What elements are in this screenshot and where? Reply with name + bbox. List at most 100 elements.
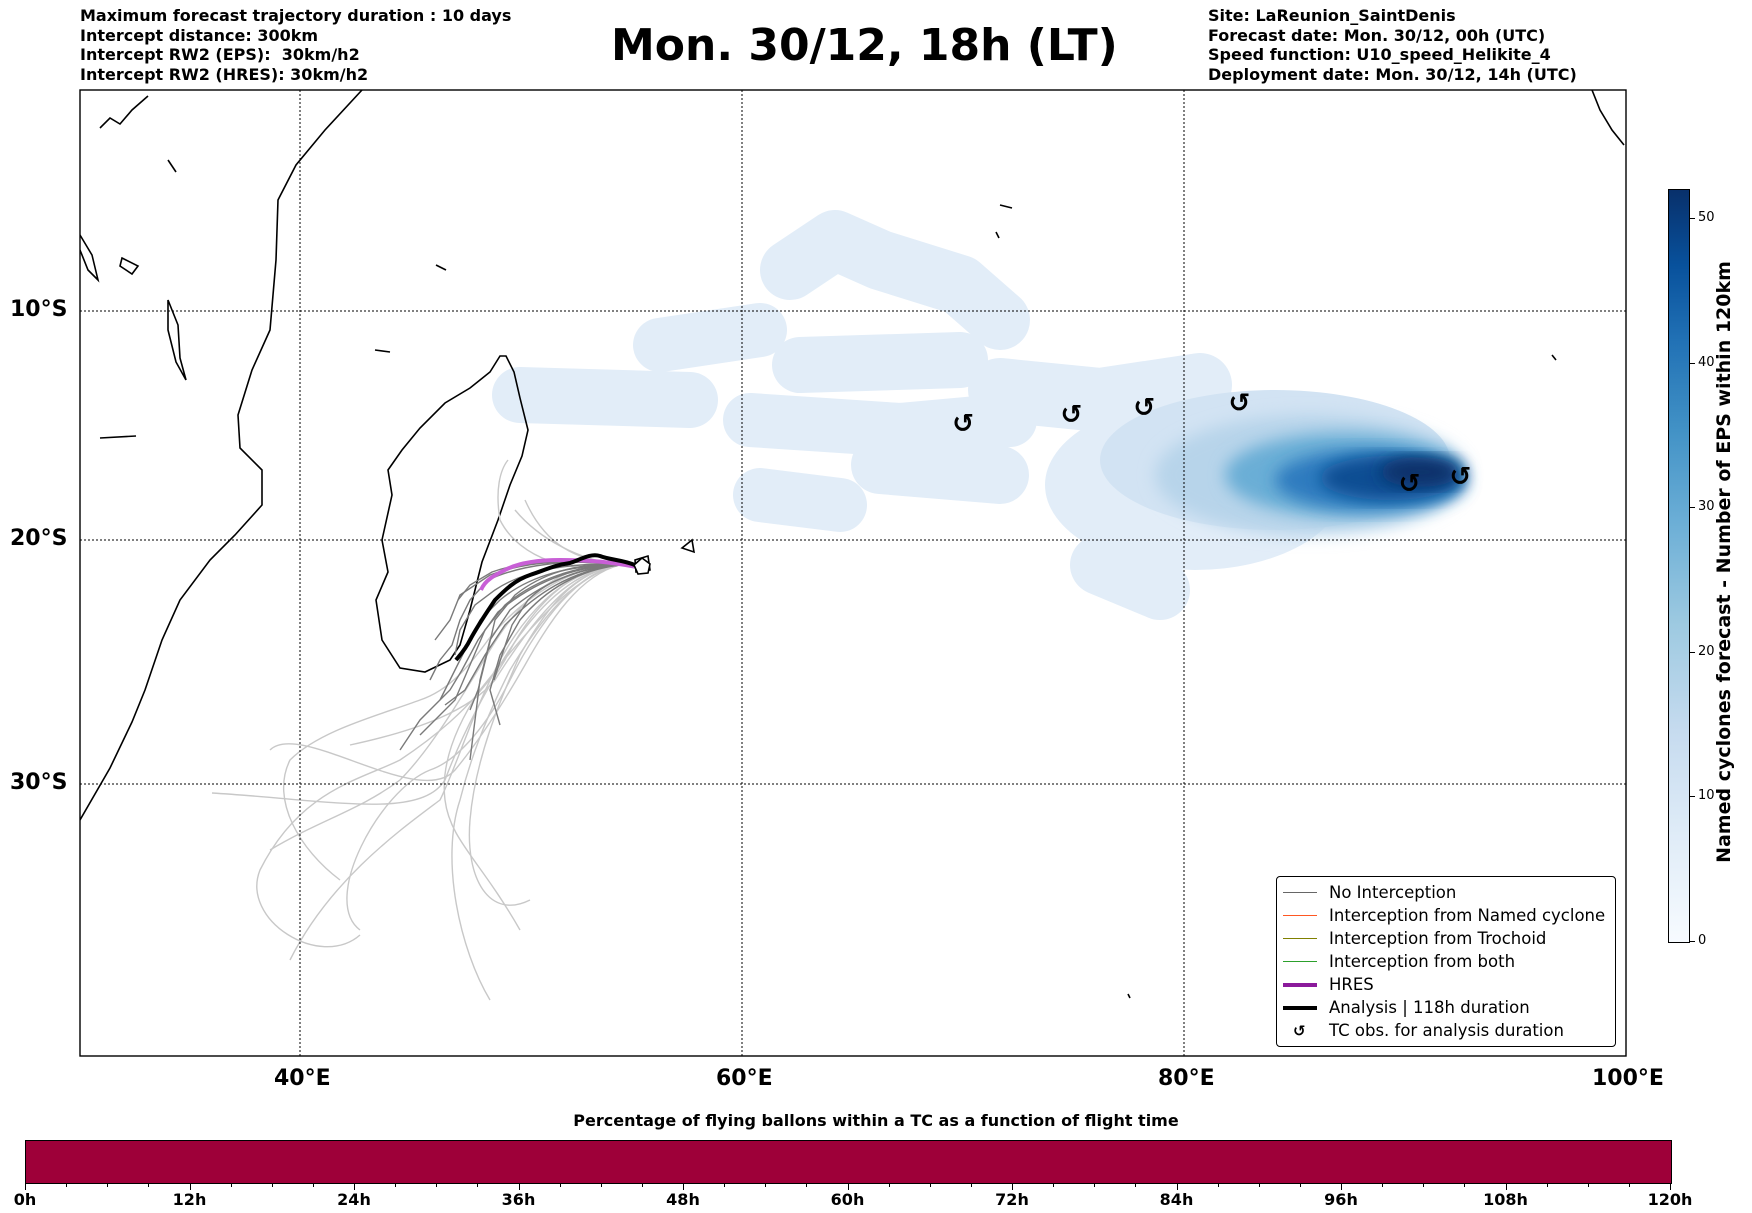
legend-label: Interception from Named cyclone	[1329, 906, 1606, 925]
legend-label: Interception from Trochoid	[1329, 929, 1547, 948]
flight-time-tick	[1587, 1183, 1589, 1187]
tc-obs-group: ↺ ↺ ↺ ↺ ↺ ↺	[952, 389, 1471, 499]
legend-swatch	[1283, 938, 1317, 939]
flight-time-tick	[1012, 1183, 1013, 1190]
colorbar-tick-label: 20	[1698, 643, 1715, 659]
map-frame	[79, 89, 1627, 1057]
legend-item-tc-obs: ↺ TC obs. for analysis duration	[1277, 1020, 1615, 1042]
header-intercept-distance: Intercept distance: 300km	[80, 25, 319, 45]
colorbar-tick	[1690, 217, 1695, 219]
flight-time-tick	[1299, 1183, 1301, 1187]
cyclone-icon: ↺	[1228, 389, 1250, 419]
lat-label-30s: 30°S	[10, 770, 68, 795]
flight-time-bar	[25, 1140, 1672, 1184]
flight-time-tick	[518, 1183, 520, 1190]
colorbar-tick-label: 10	[1698, 788, 1715, 804]
flight-time-tick	[806, 1183, 808, 1187]
legend-item-trochoid: Interception from Trochoid	[1277, 928, 1615, 950]
flight-time-tick	[148, 1183, 150, 1187]
flight-time-tick	[970, 1183, 972, 1187]
colorbar-title-text: Named cyclones forecast - Number of EPS …	[1713, 261, 1735, 863]
cyclone-icon: ↺	[1133, 393, 1155, 423]
legend-swatch	[1283, 892, 1317, 893]
header-right: Site: LaReunion_SaintDenis Forecast date…	[1208, 6, 1577, 84]
cyclone-icon: ↺	[1449, 462, 1471, 492]
hres-trajectory	[479, 557, 638, 591]
flight-time-tick	[929, 1183, 931, 1187]
lat-label-20s: 20°S	[10, 526, 68, 551]
flight-time-tick	[1053, 1183, 1055, 1187]
colorbar-tick-label: 30	[1698, 499, 1715, 515]
header-deployment-date: Deployment date: Mon. 30/12, 14h (UTC)	[1208, 64, 1577, 84]
flight-time-tick	[600, 1183, 602, 1187]
legend-label: HRES	[1329, 975, 1374, 994]
colorbar-tick	[1690, 507, 1695, 509]
flight-time-tick	[107, 1183, 109, 1187]
flight-time-tick	[1217, 1183, 1219, 1187]
map-legend: No Interception Interception from Named …	[1276, 876, 1616, 1047]
flight-time-tick	[1341, 1183, 1342, 1190]
flight-time-tick	[189, 1183, 191, 1190]
flight-time-tick	[1258, 1183, 1260, 1187]
flight-time-label: 84h	[1159, 1190, 1194, 1209]
legend-label: No Interception	[1329, 883, 1457, 902]
header-intercept-eps: Intercept RW2 (EPS): 30km/h2	[80, 45, 360, 64]
lon-label-40e: 40°E	[274, 1066, 331, 1091]
legend-item-hres: HRES	[1277, 974, 1615, 996]
analysis-trajectory	[454, 553, 638, 662]
cyclone-density-field	[492, 210, 1465, 620]
flight-time-label: 108h	[1483, 1190, 1528, 1209]
flight-time-label: 36h	[501, 1190, 536, 1209]
flight-time-tick	[1546, 1183, 1548, 1187]
lon-label-100e: 100°E	[1592, 1066, 1664, 1091]
flight-time-label: 12h	[172, 1190, 207, 1209]
cyclone-icon: ↺	[1060, 400, 1082, 430]
legend-item-no-interception: No Interception	[1277, 882, 1615, 904]
header-speed-function: Speed function: U10_speed_Helikite_4	[1208, 45, 1551, 64]
header-site: Site: LaReunion_SaintDenis	[1208, 6, 1456, 25]
lat-label-10s: 10°S	[10, 297, 68, 322]
colorbar	[1668, 189, 1690, 943]
flight-time-label: 48h	[666, 1190, 700, 1209]
colorbar-tick-label: 40	[1698, 354, 1715, 370]
flight-time-tick	[765, 1183, 767, 1187]
flight-time-tick	[1628, 1183, 1630, 1187]
coastlines	[80, 90, 1625, 999]
header-left: Maximum forecast trajectory duration : 1…	[80, 6, 511, 84]
flight-time-tick	[312, 1183, 314, 1187]
legend-item-named-cyclone: Interception from Named cyclone	[1277, 905, 1615, 927]
flight-time-label: 72h	[995, 1190, 1029, 1209]
flight-time-label: 24h	[337, 1190, 371, 1209]
graticule	[80, 90, 1626, 1056]
page-title: Mon. 30/12, 18h (LT)	[611, 20, 1118, 71]
reunion-island	[633, 556, 651, 575]
flight-time-tick	[230, 1183, 232, 1187]
header-forecast-date: Forecast date: Mon. 30/12, 00h (UTC)	[1208, 25, 1546, 45]
flight-time-tick	[271, 1183, 273, 1187]
colorbar-tick	[1690, 941, 1695, 942]
flight-time-tick	[847, 1183, 849, 1190]
colorbar-tick	[1690, 362, 1695, 364]
eps-trajectories	[211, 459, 621, 1001]
flight-time-tick	[477, 1183, 479, 1187]
colorbar-tick-label: 50	[1698, 209, 1715, 225]
legend-label: Interception from both	[1329, 952, 1516, 971]
flight-time-tick	[1423, 1183, 1425, 1187]
flight-time-label: 0h	[13, 1190, 37, 1209]
flight-time-tick	[354, 1183, 355, 1190]
legend-item-analysis: Analysis | 118h duration	[1277, 997, 1615, 1019]
cyclone-icon: ↺	[1293, 1022, 1306, 1040]
flight-time-tick	[1094, 1183, 1096, 1187]
cyclone-icon: ↺	[952, 409, 974, 439]
header-max-duration: Maximum forecast trajectory duration : 1…	[80, 6, 512, 25]
legend-swatch	[1283, 983, 1317, 987]
flight-time-tick	[683, 1183, 684, 1190]
bottom-bar-title: Percentage of flying ballons within a TC…	[573, 1111, 1179, 1130]
flight-time-tick	[1176, 1183, 1178, 1190]
colorbar-tick	[1690, 651, 1695, 653]
legend-label: TC obs. for analysis duration	[1329, 1021, 1564, 1040]
header-intercept-hres: Intercept RW2 (HRES): 30km/h2	[80, 64, 369, 84]
flight-time-tick	[395, 1183, 397, 1187]
flight-time-tick	[1382, 1183, 1384, 1187]
